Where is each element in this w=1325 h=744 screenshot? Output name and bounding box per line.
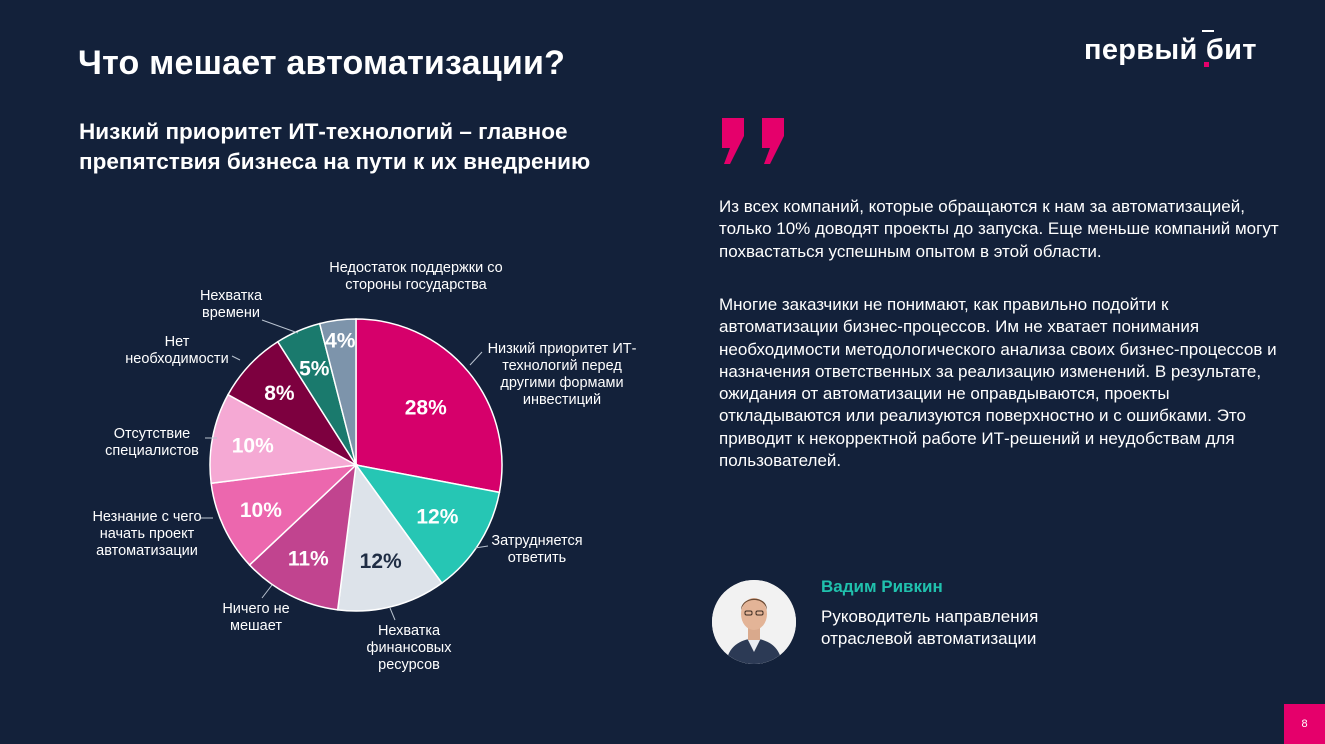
leader-line xyxy=(469,351,483,366)
pie-category-label: Нехватка финансовых ресурсов xyxy=(367,623,453,673)
slide-subtitle: Низкий приоритет ИТ-технологий – главное… xyxy=(79,119,591,174)
pie-category-label: Ничего не мешает xyxy=(222,601,289,634)
leader-line xyxy=(389,607,396,621)
leader-line xyxy=(261,584,273,599)
brand-logo: первый бит xyxy=(1084,30,1257,67)
pie-category-label: Отсутствие специалистов xyxy=(105,426,199,459)
pie-data-label: 4% xyxy=(325,329,356,352)
leader-line xyxy=(231,355,241,361)
logo-dot-mark xyxy=(1204,62,1209,67)
quote-paragraph-2: Многие заказчики не понимают, как правил… xyxy=(719,295,1277,471)
pie-category-label: Нехватка времени xyxy=(200,288,263,321)
pie-data-label: 12% xyxy=(416,506,458,529)
pie-data-label: 12% xyxy=(360,550,402,573)
pie-slice xyxy=(354,463,501,585)
pie-data-label: 10% xyxy=(240,499,282,522)
avatar xyxy=(712,580,796,664)
pie-slice xyxy=(318,318,357,466)
pie-data-label: 28% xyxy=(405,396,447,419)
quote-close-icon xyxy=(762,118,784,164)
page-number: 8 xyxy=(1284,704,1325,744)
pie-data-label: 8% xyxy=(264,382,295,405)
pie-slice xyxy=(336,463,443,612)
logo-bar-mark xyxy=(1202,30,1214,32)
person-role: Руководитель направления отраслевой авто… xyxy=(821,607,1039,648)
quote-open-icon xyxy=(722,118,744,164)
pie-slice xyxy=(355,318,503,494)
pie-data-label: 10% xyxy=(232,434,274,457)
person-name: Вадим Ривкин xyxy=(821,577,943,596)
leader-line xyxy=(474,545,489,549)
leader-line xyxy=(261,319,299,334)
quote-paragraph-1: Из всех компаний, которые обращаются к н… xyxy=(719,197,1279,261)
pie-category-label: Затрудняется ответить xyxy=(491,533,582,566)
pie-category-label: Незнание с чего начать проект автоматизаци… xyxy=(92,509,201,559)
pie-slice xyxy=(210,463,359,567)
pie-category-label: Нет необходимости xyxy=(125,334,228,367)
pie-data-label: 11% xyxy=(288,548,329,571)
pie-category-label: Недостаток поддержки со стороны государст… xyxy=(329,260,502,293)
pie-slice xyxy=(248,463,358,611)
pie-data-label: 5% xyxy=(299,358,330,381)
pie-category-label: Низкий приоритет ИТ-технологий перед друг… xyxy=(488,341,637,408)
page-title: Что мешает автоматизации? xyxy=(78,44,566,82)
person-photo-icon xyxy=(712,580,796,664)
logo-text: первый бит xyxy=(1084,34,1257,66)
